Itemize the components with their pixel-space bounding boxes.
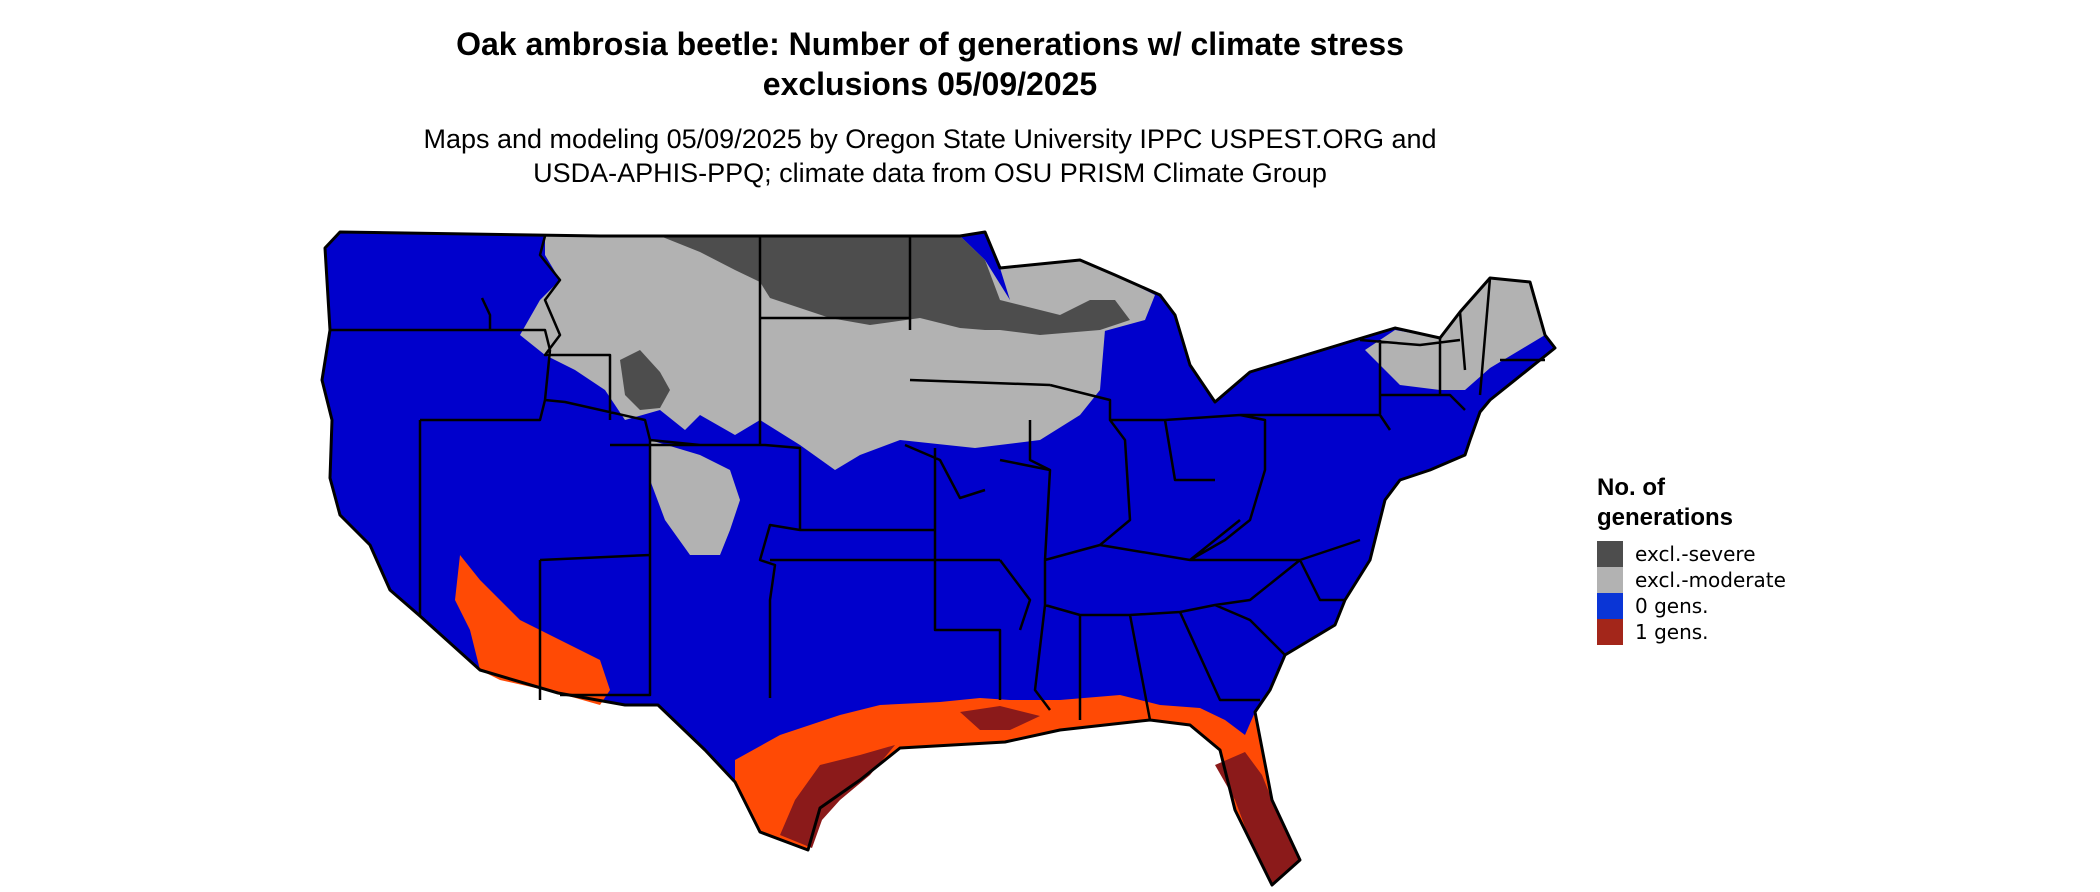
legend-label: 1 gens. [1635, 620, 1709, 644]
map-title-line-2: exclusions 05/09/2025 [762, 66, 1098, 102]
legend-item-0-gens: 0 gens. [1597, 593, 1786, 619]
excl-moderate-area [1365, 278, 1545, 390]
state-borders [330, 235, 1545, 721]
us-generations-map [320, 230, 1557, 887]
legend-item-excl-moderate: excl.-moderate [1597, 567, 1786, 593]
excl-severe-area [620, 350, 670, 410]
legend-label: 0 gens. [1635, 594, 1709, 618]
legend-item-excl-severe: excl.-severe [1597, 541, 1786, 567]
legend-label: excl.-severe [1635, 542, 1756, 566]
legend-swatch [1597, 619, 1623, 645]
legend-swatch [1597, 567, 1623, 593]
legend-title-line-1: No. of [1597, 474, 1665, 501]
legend-item-1-gens: 1 gens. [1597, 619, 1786, 645]
map-legend: No. of generations excl.-severe excl.-mo… [1597, 473, 1786, 645]
legend-swatch [1597, 541, 1623, 567]
legend-title-line-2: generations [1597, 504, 1734, 531]
map-subtitle-line-2: USDA-APHIS-PPQ; climate data from OSU PR… [533, 158, 1327, 188]
legend-swatch [1597, 593, 1623, 619]
map-subtitle-line-1: Maps and modeling 05/09/2025 by Oregon S… [423, 124, 1437, 154]
excl-severe-area [660, 236, 1130, 335]
one-generation-dark-area [1215, 752, 1300, 885]
one-generation-area [455, 555, 610, 705]
map-title-line-1: Oak ambrosia beetle: Number of generatio… [456, 26, 1404, 62]
excl-moderate-area [650, 440, 740, 555]
legend-label: excl.-moderate [1635, 568, 1786, 592]
one-generation-dark-area [960, 706, 1040, 730]
one-generation-area [735, 695, 1300, 885]
